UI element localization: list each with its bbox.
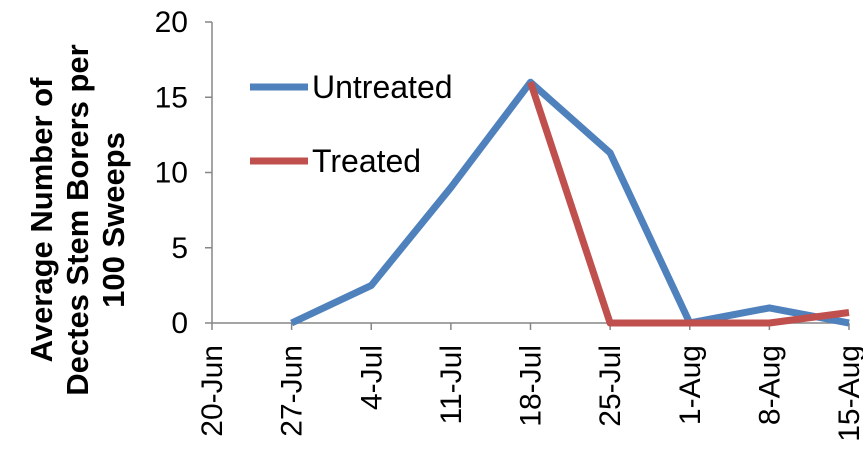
y-tick-label: 15 [155, 81, 188, 114]
x-tick-label: 15-Aug [833, 345, 863, 442]
x-tick-label: 11-Jul [435, 345, 468, 424]
y-tick-label: 0 [171, 307, 188, 340]
x-tick-label: 25-Jul [594, 345, 627, 427]
legend-label-untreated: Untreated [312, 69, 453, 105]
y-axis-title-line-2: Dectes Stem Borers per [60, 44, 95, 396]
x-tick-label: 18-Jul [515, 345, 548, 427]
x-tick-label: 4-Jul [355, 345, 388, 410]
y-axis-ticks: 0 5 10 15 20 [155, 6, 212, 340]
x-tick-label: 20-Jun [196, 345, 229, 437]
x-tick-label: 27-Jun [276, 345, 309, 437]
series-lines [290, 78, 850, 327]
legend: Untreated Treated [250, 69, 453, 179]
y-axis-title-line-1: Average Number of [24, 77, 59, 362]
y-tick-label: 5 [171, 232, 188, 265]
y-axis-title: Average Number of Dectes Stem Borers per… [24, 44, 131, 396]
y-tick-label: 10 [155, 157, 188, 190]
x-tick-label: 8-Aug [753, 345, 786, 425]
y-tick-label: 20 [155, 6, 188, 39]
y-axis-title-line-3: 100 Sweeps [96, 132, 131, 308]
x-axis-ticks: 20-Jun 27-Jun 4-Jul 11-Jul 18-Jul 25-Jul 1-Aug… [196, 323, 863, 442]
series-line-untreated [290, 78, 850, 327]
x-tick-label: 1-Aug [674, 345, 707, 425]
legend-label-treated: Treated [312, 143, 421, 179]
series-line-treated [527, 81, 850, 327]
